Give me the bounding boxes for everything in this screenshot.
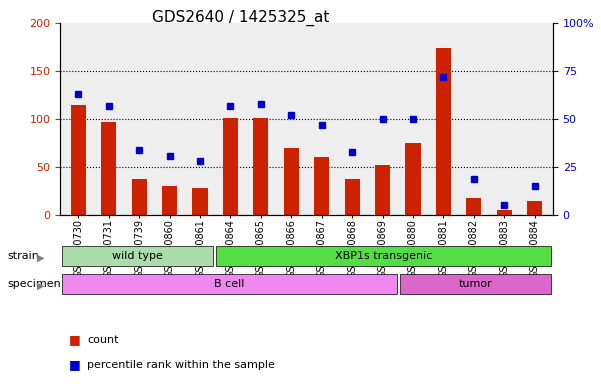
Bar bbox=[62, 246, 213, 266]
Text: ■: ■ bbox=[69, 333, 81, 346]
Bar bbox=[62, 274, 397, 294]
Bar bbox=[400, 274, 551, 294]
Bar bbox=[466, 198, 481, 215]
Bar bbox=[344, 179, 360, 215]
Bar bbox=[406, 143, 421, 215]
Bar bbox=[216, 246, 551, 266]
Bar bbox=[162, 186, 177, 215]
Bar bbox=[436, 48, 451, 215]
Bar bbox=[496, 210, 512, 215]
Text: XBP1s transgenic: XBP1s transgenic bbox=[335, 251, 432, 261]
Bar bbox=[132, 179, 147, 215]
Bar bbox=[192, 188, 207, 215]
Text: GDS2640 / 1425325_at: GDS2640 / 1425325_at bbox=[151, 10, 329, 26]
Text: percentile rank within the sample: percentile rank within the sample bbox=[87, 360, 275, 370]
Text: ▶: ▶ bbox=[37, 253, 44, 263]
Bar bbox=[71, 104, 86, 215]
Text: ▶: ▶ bbox=[37, 281, 44, 291]
Bar bbox=[375, 165, 390, 215]
Text: B cell: B cell bbox=[215, 279, 245, 289]
Text: wild type: wild type bbox=[112, 251, 162, 261]
Bar bbox=[101, 122, 117, 215]
Text: count: count bbox=[87, 335, 118, 345]
Bar bbox=[223, 118, 238, 215]
Text: tumor: tumor bbox=[459, 279, 493, 289]
Text: ■: ■ bbox=[69, 358, 81, 371]
Bar bbox=[253, 118, 269, 215]
Text: strain: strain bbox=[7, 251, 39, 261]
Bar bbox=[527, 200, 542, 215]
Bar bbox=[284, 148, 299, 215]
Text: specimen: specimen bbox=[7, 279, 61, 289]
Bar bbox=[314, 157, 329, 215]
